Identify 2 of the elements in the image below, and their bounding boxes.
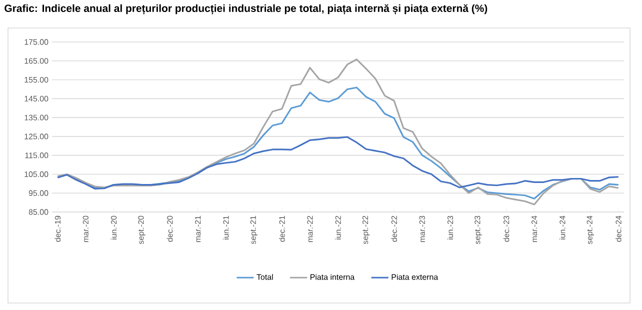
line-series [56, 136, 620, 190]
chart-title: Grafic: Indicele anual al prețurilor producției industriale pe total, piața internă și piața externă (%) [4, 4, 488, 14]
